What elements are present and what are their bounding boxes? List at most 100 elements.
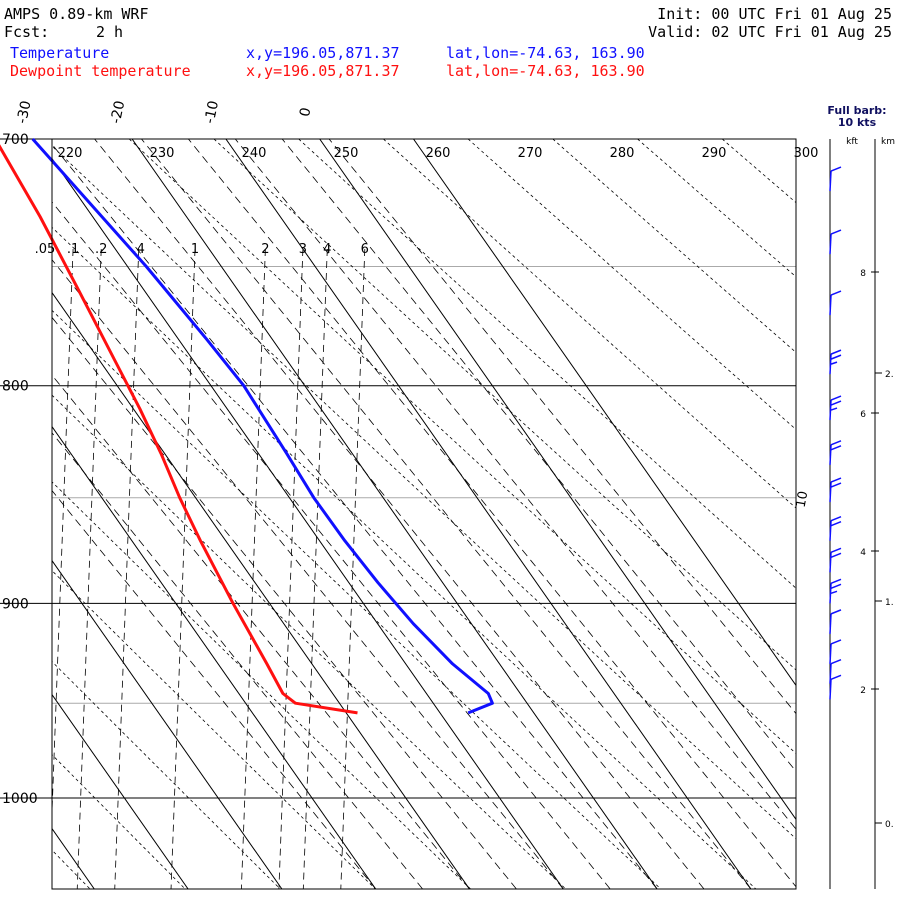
dry-adiabat-line <box>52 309 662 889</box>
wind-barb-staff <box>829 679 832 700</box>
wind-barb-flag <box>830 445 842 451</box>
theta-label: 220 <box>58 146 83 161</box>
isotherm-line <box>52 291 470 889</box>
moist-adiabat-line <box>52 374 470 889</box>
moist-adiabat-line <box>234 139 796 830</box>
wind-barb-half <box>830 407 838 411</box>
wind-barb-staff <box>829 400 832 421</box>
shear-label: 10 <box>794 490 812 509</box>
mixing-ratio-label: 6 <box>361 242 369 257</box>
isotherm-line <box>0 139 1 889</box>
moist-adiabat-line <box>52 489 377 889</box>
profile-lines <box>0 138 494 715</box>
temperature-line <box>31 138 494 715</box>
wind-barb-flag <box>830 583 842 590</box>
isotherm-line <box>52 693 189 889</box>
theta-label: 250 <box>334 146 359 161</box>
mixing-ratio-label: .05 <box>35 242 56 257</box>
wind-barb-staff <box>829 643 832 664</box>
mixing-ratio-line <box>114 248 140 889</box>
wind-barb-flag <box>830 477 842 483</box>
valid-time: Valid: 02 UTC Fri 01 Aug 25 <box>648 23 892 41</box>
forecast-label: Fcst: <box>4 23 50 41</box>
moist-adiabat-line <box>188 139 796 888</box>
dewpoint-xy: x,y=196.05,871.37 <box>246 62 400 80</box>
pressure-label: 700 <box>2 132 29 148</box>
theta-label: 280 <box>610 146 635 161</box>
model-title: AMPS 0.89-km WRF <box>4 5 149 23</box>
moist-adiabat-line <box>52 201 611 889</box>
dewpoint-legend: Dewpoint temperature <box>10 62 191 80</box>
wind-barb-staff <box>829 171 832 192</box>
theta-label: 290 <box>702 146 727 161</box>
isotherm-line <box>413 139 796 687</box>
wind-barb-flag <box>830 516 842 522</box>
isotherm-label: 0 <box>297 106 315 118</box>
moist-adiabat-line <box>52 432 423 889</box>
dry-adiabat-line <box>213 139 796 671</box>
barb-legend-line1: Full barb: <box>827 104 886 117</box>
dry-adiabat-line <box>552 139 796 353</box>
wind-barb-flag <box>830 400 842 406</box>
kft-axis-label: kft <box>846 137 858 147</box>
temperature-xy: x,y=196.05,871.37 <box>246 44 400 62</box>
km-axis-label: km <box>881 137 895 147</box>
theta-label: 300 <box>794 146 819 161</box>
mixing-ratio-line <box>170 248 196 889</box>
mixing-ratio-line <box>76 248 102 889</box>
temperature-latlon: lat,lon=-74.63, 163.90 <box>446 44 645 62</box>
mixing-ratio-line <box>340 248 366 889</box>
wind-barb-flag <box>830 552 842 558</box>
moist-adiabat-line <box>328 139 796 715</box>
mixing-ratio-label: 2 <box>261 242 269 257</box>
pressure-label: 800 <box>2 379 29 395</box>
isotherm-label: -10 <box>202 99 222 125</box>
wind-barb-flag <box>830 521 842 527</box>
wind-barb-staff <box>829 444 832 465</box>
wind-barb-flag <box>830 349 842 355</box>
wind-barb-flag <box>830 440 842 446</box>
dry-adiabat-line <box>807 139 900 889</box>
wind-barb-flag <box>830 290 842 296</box>
moist-adiabat-lines <box>52 139 796 889</box>
mixing-ratio-line <box>302 248 328 889</box>
moist-adiabat-line <box>52 259 564 889</box>
wind-barb-flag <box>830 229 842 235</box>
barb-legend-line2: 10 kts <box>838 116 877 129</box>
wind-barb-flag <box>830 674 842 681</box>
theta-label: 260 <box>426 146 451 161</box>
init-time: Init: 00 UTC Fri 01 Aug 25 <box>657 5 892 23</box>
mixing-ratio-labels: .05.1.2.4 1 2 3 4 6 <box>35 242 369 257</box>
isotherm-line <box>52 559 283 889</box>
wind-barb-staff <box>829 482 832 503</box>
mixing-ratio-label: 1 <box>191 242 199 257</box>
kft-label: 4 <box>860 548 866 558</box>
wind-barb-flag <box>830 354 842 360</box>
wind-barb-staff <box>829 520 832 541</box>
isotherm-line <box>225 139 752 889</box>
wind-barb-staff <box>829 583 832 604</box>
mixing-ratio-lines <box>52 248 366 889</box>
wind-barb-flag <box>830 609 842 615</box>
dry-adiabat-line <box>52 145 796 840</box>
isotherm-line <box>131 139 658 889</box>
kft-label: 6 <box>860 410 866 420</box>
plot-frame <box>51 138 797 890</box>
wind-barb-staff <box>829 354 832 375</box>
isotherm-line <box>52 425 377 889</box>
km-label: 0. <box>885 820 894 830</box>
dry-adiabat-line <box>128 139 796 754</box>
dry-adiabat-line <box>52 394 566 889</box>
wind-barb-staff <box>829 613 832 634</box>
kft-label: 2 <box>860 686 866 696</box>
wind-barb-half <box>830 361 838 365</box>
moist-adiabat-line <box>52 316 517 889</box>
wind-barb-flag <box>830 658 842 665</box>
mixing-ratio-label: .1 <box>67 242 79 257</box>
theta-label: 270 <box>518 146 543 161</box>
wind-barb-flag <box>830 482 842 488</box>
theta-label: 240 <box>242 146 267 161</box>
wind-barb-flag <box>830 395 842 401</box>
isotherm-labels: -70-60-50-40-30-20-100 <box>14 99 315 125</box>
